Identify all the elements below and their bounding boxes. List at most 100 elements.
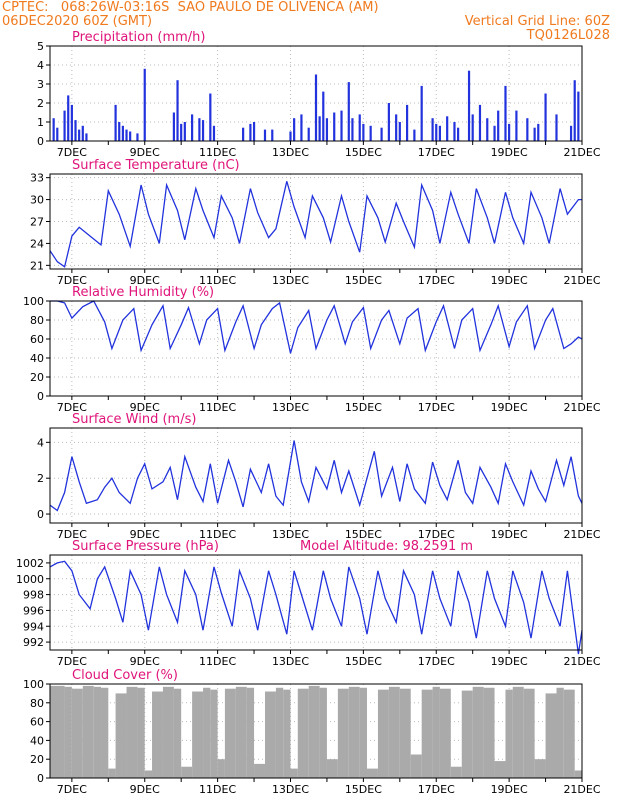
- cloud-bar: [432, 686, 440, 778]
- cloud-bar: [203, 687, 211, 778]
- cloud-bar: [523, 688, 535, 778]
- temp-xtick: 17DEC: [418, 274, 455, 287]
- precip-bar: [387, 103, 390, 141]
- precip-bar: [526, 118, 529, 141]
- model-code: TQ0126L028: [526, 28, 610, 43]
- precip-bar: [121, 125, 124, 141]
- precip-bar: [351, 118, 354, 141]
- cloud-bar: [388, 686, 400, 778]
- pressure-title: Surface Pressure (hPa): [72, 539, 219, 554]
- precip-bar: [497, 110, 500, 141]
- precip-bar: [478, 104, 482, 141]
- precip-bar: [537, 123, 540, 141]
- pressure-line: [49, 560, 583, 655]
- cloud-bar: [574, 770, 582, 778]
- precip-ytick: 0: [37, 135, 44, 148]
- temp-ytick: 24: [30, 237, 44, 250]
- cloud-bar: [217, 759, 225, 778]
- cloud-bar: [144, 770, 153, 778]
- precip-bar: [471, 114, 474, 141]
- cloud-bar: [556, 687, 564, 778]
- cloud-bar: [137, 687, 145, 778]
- cloud-bar: [275, 687, 284, 778]
- cloud-bar: [545, 693, 557, 778]
- cloud-xtick: 19DEC: [491, 783, 528, 796]
- cloud-bar: [50, 685, 65, 778]
- rh-ytick: 60: [30, 333, 44, 346]
- cloud-bar: [235, 686, 247, 778]
- rh-ytick: 80: [30, 314, 44, 327]
- temp-xtick: 11DEC: [199, 274, 236, 287]
- wind-xtick: 7DEC: [57, 528, 87, 541]
- wind-panel: Surface Wind (m/s) 0 2 4 7DEC 9DEC 11DEC 13DEC 1…: [37, 412, 601, 541]
- precip-ytick: 3: [37, 78, 44, 91]
- cloud-bar: [337, 688, 349, 778]
- cloud-xtick: 11DEC: [199, 783, 236, 796]
- precip-bar: [176, 80, 179, 141]
- rh-panel: Relative Humidity (%) 0 20 40 60 80 100 7DEC 9DE…: [23, 285, 601, 414]
- pressure-ytick: 994: [23, 620, 44, 633]
- precip-xtick: 7DEC: [57, 146, 87, 159]
- precip-bar: [347, 82, 350, 141]
- precip-xtick: 11DEC: [199, 146, 236, 159]
- cloud-ytick: 100: [23, 678, 44, 691]
- temp-line: [49, 181, 582, 268]
- cloud-bar: [173, 688, 182, 778]
- pressure-xtick: 7DEC: [57, 655, 87, 668]
- precip-bar: [405, 104, 409, 141]
- cloud-xtick: 21DEC: [563, 783, 600, 796]
- precip-bar: [358, 114, 361, 141]
- precip-bar: [252, 122, 256, 141]
- precip-bar: [413, 129, 416, 141]
- precip-bar: [435, 123, 438, 141]
- wind-xtick: 19DEC: [491, 528, 528, 541]
- cloud-xtick: 7DEC: [57, 783, 87, 796]
- precip-bar: [191, 114, 194, 141]
- rh-ytick: 20: [30, 371, 44, 384]
- pressure-xtick: 9DEC: [130, 655, 160, 668]
- run-date: 06DEC2020 60Z (GMT): [2, 14, 153, 29]
- cloud-bar: [534, 759, 546, 778]
- cloud-bar: [192, 691, 204, 778]
- wind-xtick: 9DEC: [130, 528, 160, 541]
- precip-bar: [307, 127, 310, 141]
- precip-bar: [125, 129, 128, 141]
- precip-bar: [573, 80, 576, 141]
- precip-bar: [504, 85, 507, 141]
- precip-bar: [212, 125, 216, 141]
- precip-bar: [533, 127, 536, 141]
- wind-ytick: 0: [37, 508, 44, 521]
- temp-xtick: 21DEC: [563, 274, 600, 287]
- rh-ytick: 40: [30, 352, 44, 365]
- cloud-panel: Cloud Cover (%) 0 20 40 60 80 100 7DEC 9DEC 11DEC…: [23, 668, 601, 796]
- precip-bar: [249, 123, 252, 141]
- rh-xtick: 11DEC: [199, 401, 236, 414]
- temp-xtick: 15DEC: [345, 274, 382, 287]
- cloud-bar: [64, 686, 72, 778]
- precip-panel: Precipitation (mm/h) 0 1 2 3 4 5 7DEC 9DEC 11DEC 1…: [37, 30, 601, 159]
- cloud-ytick: 80: [30, 697, 44, 710]
- rh-ytick: 0: [37, 390, 44, 403]
- precip-bar: [515, 110, 518, 141]
- precip-bar: [114, 104, 117, 141]
- precip-bar: [67, 95, 70, 141]
- precip-bar: [314, 74, 318, 141]
- precip-title: Precipitation (mm/h): [72, 30, 205, 45]
- cloud-bar: [224, 688, 236, 778]
- wind-xtick: 21DEC: [563, 528, 600, 541]
- precip-xtick: 17DEC: [418, 146, 455, 159]
- precip-xtick: 13DEC: [272, 146, 309, 159]
- temp-ytick: 30: [30, 194, 44, 207]
- cloud-bar: [264, 691, 276, 778]
- cloud-bar: [563, 689, 575, 778]
- precip-bar: [457, 127, 460, 141]
- cloud-bar: [283, 689, 291, 778]
- cloud-bar: [483, 687, 495, 778]
- precip-bar: [322, 91, 325, 141]
- precip-xtick: 15DEC: [345, 146, 382, 159]
- cloud-bar: [512, 686, 524, 778]
- precip-bar: [81, 125, 84, 141]
- precip-bar: [293, 118, 296, 141]
- precip-bar: [325, 118, 329, 141]
